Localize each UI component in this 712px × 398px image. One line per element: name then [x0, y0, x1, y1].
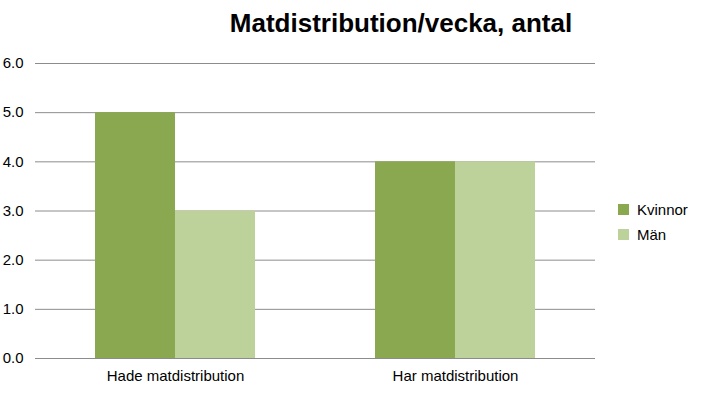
- html-text:Matdistribution/vecka, antal: Matdistribution/vecka, antal: [229, 8, 573, 38]
- svg-text:5.0: 5.0: [3, 103, 24, 120]
- html-text:Män: Män: [637, 226, 667, 243]
- svg-text:Hade matdistribution: Hade matdistribution: [107, 367, 245, 384]
- svg-text:4.0: 4.0: [3, 153, 24, 170]
- svg-text:6.0: 6.0: [3, 54, 24, 71]
- svg-text:0.0: 0.0: [3, 349, 24, 366]
- svg-text:2.0: 2.0: [3, 251, 24, 268]
- svg-text:Har matdistribution: Har matdistribution: [393, 367, 519, 384]
- svg-text:3.0: 3.0: [3, 202, 24, 219]
- svg-text:1.0: 1.0: [3, 300, 24, 317]
- html-text:Kvinnor: Kvinnor: [637, 201, 688, 218]
